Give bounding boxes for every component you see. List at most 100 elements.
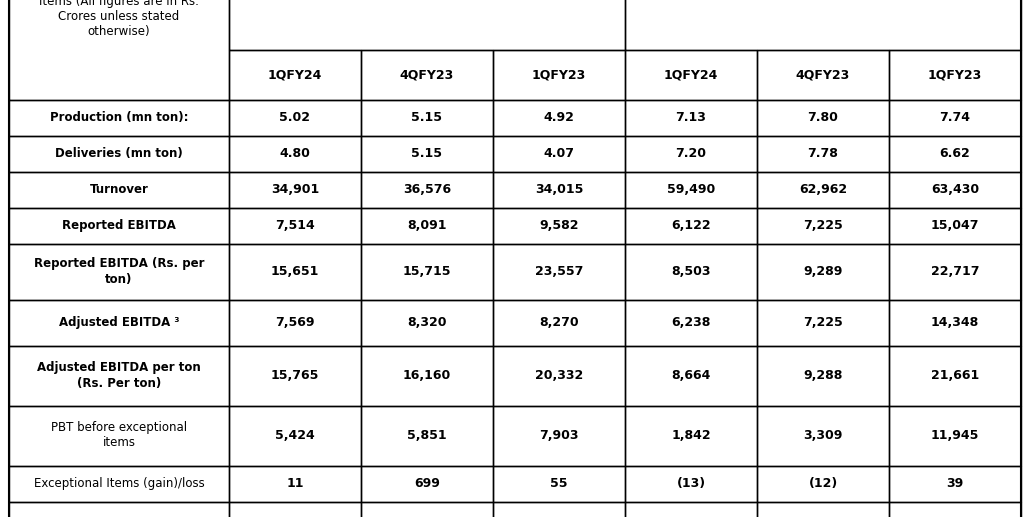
Text: 4QFY23: 4QFY23 [400,68,454,81]
Text: 1QFY23: 1QFY23 [928,68,983,81]
Bar [757,172,889,207]
Text: 6,238: 6,238 [672,316,711,329]
Text: 15,765: 15,765 [271,369,319,382]
Text: PBT before exceptional
items: PBT before exceptional items [50,421,187,449]
Bar [9,501,229,517]
Text: 1QFY24: 1QFY24 [268,68,322,81]
Bar [889,405,1021,465]
Text: 1,842: 1,842 [672,429,711,442]
Text: Reported EBITDA (Rs. per
ton): Reported EBITDA (Rs. per ton) [34,257,204,285]
Bar [889,501,1021,517]
Text: 1QFY24: 1QFY24 [663,68,718,81]
Bar [757,345,889,405]
Bar [9,99,229,135]
Bar [229,465,360,501]
Bar [625,135,757,172]
Text: 7.80: 7.80 [808,111,838,124]
Text: 8,664: 8,664 [672,369,711,382]
Text: 62,962: 62,962 [799,183,847,196]
Text: 6,122: 6,122 [672,219,711,232]
Bar [889,99,1021,135]
Text: 20,332: 20,332 [535,369,583,382]
Text: 9,289: 9,289 [803,265,843,278]
Bar [625,99,757,135]
Text: (12): (12) [809,477,837,490]
Text: 7,569: 7,569 [275,316,315,329]
Bar [229,501,360,517]
Text: 11: 11 [286,477,304,490]
Text: 5,424: 5,424 [275,429,315,442]
Text: Adjusted EBITDA ³: Adjusted EBITDA ³ [59,316,179,329]
Bar [889,207,1021,244]
Text: 5,851: 5,851 [407,429,447,442]
Bar [757,135,889,172]
Text: 4.92: 4.92 [544,111,575,124]
Text: Exceptional Items (gain)/loss: Exceptional Items (gain)/loss [34,477,204,490]
Bar [229,0,625,50]
Bar [625,244,757,299]
Bar [360,244,493,299]
Text: 11,945: 11,945 [931,429,980,442]
Text: 34,901: 34,901 [271,183,319,196]
Text: Key profit & Loss account
items (All figures are in Rs.
Crores unless stated
oth: Key profit & Loss account items (All fig… [39,0,199,38]
Bar [757,405,889,465]
Bar [493,299,625,345]
Text: 15,651: 15,651 [271,265,319,278]
Bar [9,207,229,244]
Bar [9,172,229,207]
Text: Turnover: Turnover [90,183,148,196]
Text: Reported EBITDA: Reported EBITDA [62,219,176,232]
Text: 9,288: 9,288 [803,369,843,382]
Text: 7,903: 7,903 [540,429,579,442]
Bar [229,345,360,405]
Text: 6.62: 6.62 [939,147,970,160]
Bar [757,501,889,517]
Bar [229,244,360,299]
Bar [625,465,757,501]
Text: 8,091: 8,091 [407,219,447,232]
Bar [625,0,1021,50]
Bar [625,345,757,405]
Bar [889,465,1021,501]
Bar [757,207,889,244]
Bar [493,99,625,135]
Text: 14,348: 14,348 [931,316,980,329]
Text: 4QFY23: 4QFY23 [796,68,850,81]
Bar [360,99,493,135]
Text: 15,715: 15,715 [403,265,451,278]
Bar [889,172,1021,207]
Bar [360,345,493,405]
Text: 59,490: 59,490 [666,183,715,196]
Text: 39: 39 [947,477,964,490]
Text: 7,225: 7,225 [803,316,843,329]
Bar [9,135,229,172]
Text: 699: 699 [414,477,440,490]
Bar [625,207,757,244]
Bar [360,50,493,99]
Bar [625,172,757,207]
Text: 1QFY23: 1QFY23 [531,68,586,81]
Bar [229,135,360,172]
Text: Deliveries (mn ton): Deliveries (mn ton) [56,147,183,160]
Bar [493,135,625,172]
Bar [9,465,229,501]
Text: 4.07: 4.07 [544,147,575,160]
Text: 36,576: 36,576 [403,183,451,196]
Bar [493,405,625,465]
Text: (13): (13) [677,477,706,490]
Bar [360,135,493,172]
Bar [229,50,360,99]
Text: 5.02: 5.02 [279,111,310,124]
Bar [360,172,493,207]
Bar [229,99,360,135]
Bar [360,405,493,465]
Text: 22,717: 22,717 [931,265,980,278]
Text: 7.74: 7.74 [939,111,970,124]
Bar [889,50,1021,99]
Bar [493,345,625,405]
Bar [625,501,757,517]
Bar [889,345,1021,405]
Bar [360,501,493,517]
Bar [493,50,625,99]
Text: 8,320: 8,320 [407,316,447,329]
